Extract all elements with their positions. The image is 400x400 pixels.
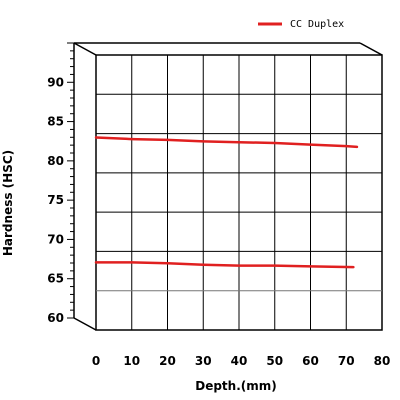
y-tick-label: 65 (47, 272, 64, 286)
x-tick-label: 30 (195, 354, 212, 368)
x-axis-title: Depth.(mm) (195, 379, 277, 393)
box-edge-left-top (73, 42, 97, 56)
series-lines (94, 136, 359, 269)
y-tick-label: 70 (47, 232, 64, 246)
plot-box (73, 42, 383, 331)
axes (67, 42, 75, 319)
x-tick-label: 20 (159, 354, 176, 368)
box-edge-left-bottom (73, 317, 97, 331)
x-tick-label: 50 (266, 354, 283, 368)
series-line-1 (94, 136, 359, 149)
y-tick-label: 60 (47, 311, 64, 325)
series-line-2 (94, 261, 355, 269)
tick-labels: 60 65 70 75 80 85 90 0 10 20 30 40 50 60 70 80 (47, 75, 390, 368)
y-axis-title: Hardness (HSC) (1, 150, 15, 256)
legend-label: CC Duplex (290, 19, 344, 30)
y-tick-label: 75 (47, 193, 64, 207)
box-edge-right-top (359, 42, 383, 56)
x-tick-label: 40 (231, 354, 248, 368)
grid (96, 55, 382, 330)
y-tick-label: 80 (47, 154, 64, 168)
x-tick-label: 70 (338, 354, 355, 368)
x-tick-label: 60 (302, 354, 319, 368)
y-tick-label: 85 (47, 115, 64, 129)
x-tick-label: 0 (92, 354, 100, 368)
x-tick-label: 80 (374, 354, 391, 368)
x-tick-label: 10 (123, 354, 140, 368)
y-tick-label: 90 (47, 75, 64, 89)
legend: CC Duplex (258, 19, 344, 30)
